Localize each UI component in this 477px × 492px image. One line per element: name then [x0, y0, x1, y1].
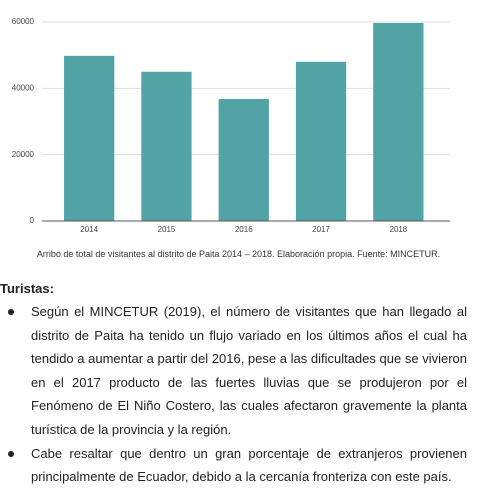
bullet-item: Cabe resaltar que dentro un gran porcent…: [0, 442, 467, 489]
y-tick-label: 20000: [12, 150, 35, 159]
x-tick-label: 2018: [389, 225, 407, 234]
bullet-item: Según el MINCETUR (2019), el número de v…: [0, 300, 467, 442]
x-tick-label: 2017: [312, 225, 330, 234]
y-tick-label: 0: [30, 216, 35, 225]
bar: [373, 22, 424, 222]
section-title: Turistas:: [0, 281, 54, 296]
y-tick-label: 60000: [12, 17, 35, 26]
x-tick-label: 2015: [158, 225, 176, 234]
bullet-list: Según el MINCETUR (2019), el número de v…: [0, 300, 467, 489]
y-tick-label: 40000: [12, 83, 35, 92]
bar: [295, 61, 347, 221]
x-tick-label: 2016: [235, 225, 253, 234]
x-tick-label: 2014: [80, 225, 98, 234]
bar: [218, 98, 269, 221]
chart: 0 20000 40000 60000 2014 2015 2016 2017 2018: [12, 17, 450, 234]
bar: [64, 55, 115, 221]
bar: [141, 71, 192, 221]
chart-caption: Arribo de total de visitantes al distrit…: [36, 249, 441, 259]
